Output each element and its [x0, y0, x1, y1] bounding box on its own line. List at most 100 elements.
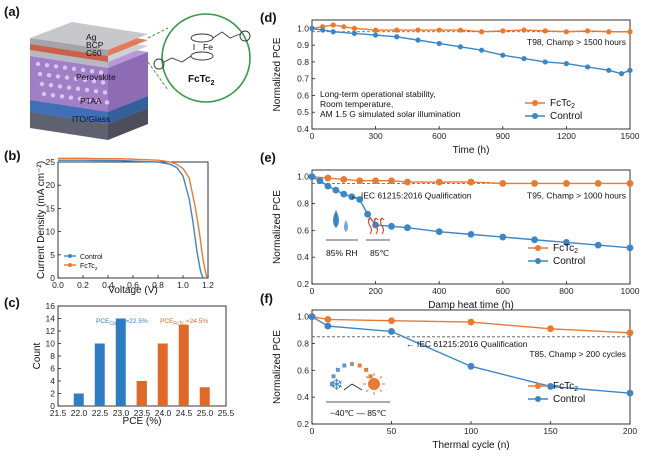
y-tick-label: 0.2 [297, 279, 309, 289]
x-tick-label: 0 [310, 426, 315, 436]
data-point [436, 40, 442, 47]
iron-atom-label: Fe [203, 42, 213, 52]
data-point [340, 175, 348, 183]
data-point [435, 228, 443, 236]
temperature-scale-segment [370, 382, 374, 386]
data-point [316, 177, 324, 185]
data-point [547, 325, 554, 333]
panel-d: (d) 0 300 600 900 1200 1500 0.4 0.5 0.6 0.7 0.8 0.9… [260, 10, 640, 156]
data-point [388, 317, 395, 325]
data-point [479, 47, 485, 53]
x-tick-label: 1.2 [202, 280, 214, 290]
crystal-dot [53, 64, 59, 69]
histogram-bar [115, 318, 126, 406]
histogram-bar [157, 343, 168, 406]
y-tick-label: 0.8 [297, 199, 309, 209]
x-tick-label: 24.5 [176, 408, 193, 418]
crystal-dot [41, 91, 47, 97]
x-tick-label: 25.5 [218, 408, 235, 418]
x-tick-label: 600 [496, 286, 510, 296]
stability-note: T95, Champ > 1000 hours [527, 190, 626, 200]
legend-marker [535, 396, 541, 402]
x-tick-label: 1000 [621, 286, 640, 296]
crystal-dot [57, 84, 63, 89]
data-point [435, 178, 443, 186]
y-tick-label: 15 [46, 203, 56, 213]
temperature-range-label: −40℃ — 85℃ [330, 408, 387, 418]
crystal-dot [39, 81, 45, 87]
data-point [330, 22, 336, 28]
y-axis-label: Normalized PCE [272, 330, 283, 404]
panel-e: (e) 0 200 400 600 800 1000 0.2 0.4 0.6 0.8 1.0 Damp… [260, 150, 640, 311]
data-point [626, 329, 634, 337]
x-axis-label: Voltage (V) [108, 285, 157, 296]
snowflake-icon: ❄ [330, 377, 343, 394]
sun-ray [379, 389, 383, 393]
layer-ptaa-side [30, 100, 108, 124]
layer-label-ptaa: PTAA [80, 96, 102, 106]
data-point [457, 27, 463, 33]
sun-ray [379, 375, 383, 379]
data-point [521, 27, 527, 33]
x-tick-label: 0.0 [52, 280, 64, 290]
data-point [415, 27, 421, 33]
series-line-0 [311, 24, 630, 33]
data-point [585, 28, 591, 34]
data-point [364, 210, 372, 218]
data-point [324, 174, 332, 182]
data-point [467, 318, 475, 326]
crystal-dot [59, 94, 65, 99]
layer-label-perovskite: Perovskite [76, 72, 116, 82]
heat-icon [373, 217, 379, 235]
y-tick-label: 10 [46, 227, 56, 237]
y-tick-label: 0.4 [297, 392, 309, 402]
legend-marker [68, 263, 72, 267]
crystal-dot [95, 99, 101, 104]
x-tick-label: 21.5 [50, 408, 67, 418]
y-tick-label: 5 [50, 250, 55, 260]
crystal-dot [84, 87, 90, 93]
data-point [606, 29, 612, 35]
reference-label: ← IEC 61215:2016 Qualification [350, 190, 472, 200]
heat-icon [367, 217, 373, 235]
x-tick-label: 0 [310, 286, 315, 296]
x-tick-label: 0.8 [152, 280, 164, 290]
pce-histogram-chart: 21.5 22.0 22.5 23.0 23.5 24.0 24.5 25.0 25.5 0 2 4 6… [32, 301, 235, 427]
layer-label-bcp: BCP [86, 40, 104, 50]
panel-b: (b) 0.0 0.2 0.4 0.6 0.8 1.0 1.2 0 5 10 15 20 25 Volta… [4, 148, 214, 296]
y-tick-label: 0.5 [297, 107, 309, 117]
data-point [324, 322, 332, 330]
data-point [499, 180, 507, 187]
crystal-dot [77, 96, 83, 102]
data-point [531, 180, 538, 187]
sun-ray [365, 389, 369, 393]
crystal-dot [80, 67, 86, 73]
x-axis-label: Damp heat time (h) [428, 300, 514, 311]
data-point [404, 224, 411, 232]
legend-label: FcTc2 [553, 381, 578, 393]
crystal-dot [62, 65, 68, 70]
data-point [351, 30, 357, 37]
y-tick-label: 0.6 [297, 365, 309, 375]
jv-curve-0 [58, 159, 204, 279]
y-tick-label: 20 [46, 180, 56, 190]
x-tick-label: 50 [387, 426, 397, 436]
data-point [563, 180, 570, 187]
plot-frame [311, 169, 631, 285]
y-tick-label: 16 [46, 301, 56, 311]
x-tick-label: 24.0 [155, 408, 172, 418]
x-tick-label: 400 [432, 286, 446, 296]
layer-perovskite-right [108, 52, 148, 112]
y-tick-label: 1.0 [297, 23, 309, 33]
crystal-dot [98, 70, 104, 75]
x-tick-label: 200 [369, 286, 383, 296]
histogram-bar [178, 324, 189, 406]
panel-c: (c) 21.5 22.0 22.5 23.0 23.5 24.0 24.5 25.0 25.5… [4, 295, 235, 427]
histogram-bar [136, 381, 147, 406]
crystal-dot [66, 85, 72, 90]
histogram-bar [73, 393, 84, 406]
legend-marker [68, 254, 72, 258]
x-tick-label: 22.0 [71, 408, 88, 418]
x-tick-label: 0.6 [127, 280, 139, 290]
jv-curve-chart: 0.0 0.2 0.4 0.6 0.8 1.0 1.2 0 5 10 15 20 25 Voltage (… [36, 157, 214, 296]
